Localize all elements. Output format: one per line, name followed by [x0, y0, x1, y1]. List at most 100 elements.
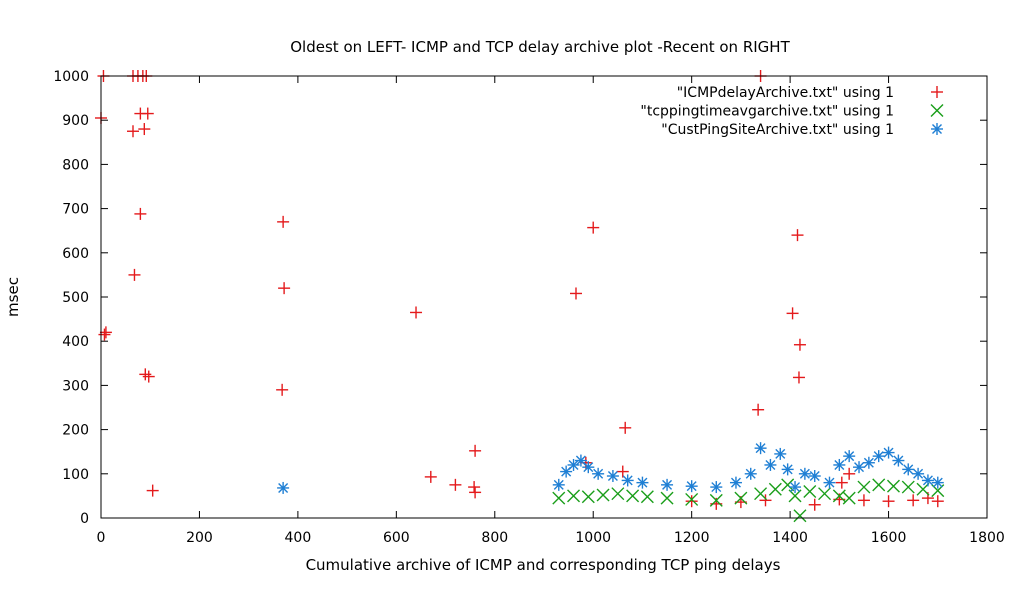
data-point	[449, 478, 462, 491]
data-point	[853, 461, 866, 474]
data-point	[886, 479, 900, 493]
series-0	[95, 70, 944, 511]
data-point	[138, 123, 151, 136]
x-tick-label: 1800	[969, 530, 1005, 546]
legend-label: "CustPingSiteArchive.txt" using 1	[661, 122, 894, 138]
series-2	[277, 442, 944, 494]
data-point	[803, 484, 817, 498]
data-point	[128, 268, 141, 281]
data-point	[596, 488, 610, 502]
data-point	[616, 465, 629, 478]
x-tick-label: 1000	[575, 530, 611, 546]
data-point	[781, 463, 794, 476]
data-point	[786, 307, 799, 320]
data-point	[552, 478, 565, 491]
y-tick-label: 500	[62, 290, 89, 306]
plot-frame	[100, 75, 988, 519]
data-layer	[95, 70, 945, 523]
data-point	[99, 326, 112, 339]
data-point	[842, 491, 856, 505]
data-point	[901, 480, 915, 494]
data-point	[931, 495, 944, 508]
data-point	[277, 481, 290, 494]
data-point	[781, 478, 795, 492]
chart-title: Oldest on LEFT- ICMP and TCP delay archi…	[290, 38, 790, 56]
data-point	[276, 383, 289, 396]
data-point	[791, 229, 804, 242]
data-point	[833, 458, 846, 471]
legend-label: "tcppingtimeavgarchive.txt" using 1	[640, 104, 894, 120]
x-tick-label: 600	[383, 530, 410, 546]
y-tick-label: 700	[62, 202, 89, 218]
data-point	[636, 476, 649, 489]
data-point	[793, 338, 806, 351]
data-point	[764, 458, 777, 471]
data-point	[789, 481, 802, 494]
data-point	[709, 493, 723, 507]
data-point	[569, 287, 582, 300]
x-tick-label: 800	[481, 530, 508, 546]
data-point	[931, 476, 944, 489]
data-point	[581, 490, 595, 504]
data-point	[468, 481, 481, 494]
data-point	[582, 461, 595, 474]
data-point	[921, 474, 934, 487]
ticks-layer: 0 200 400 600 800 1000 1200 1400 1600 1800 0 100 200…	[53, 69, 1004, 546]
data-point	[882, 495, 895, 508]
data-point	[798, 467, 811, 480]
data-point	[823, 476, 836, 489]
data-point	[710, 481, 723, 494]
y-tick-label: 200	[62, 423, 89, 439]
data-point	[567, 458, 580, 471]
data-point	[139, 368, 152, 381]
data-point	[832, 489, 846, 503]
data-point	[872, 478, 886, 492]
data-point	[759, 494, 772, 507]
data-point	[818, 487, 832, 501]
x-tick-label: 1600	[871, 530, 907, 546]
x-tick-label: 400	[285, 530, 312, 546]
legend-marker	[931, 123, 943, 135]
data-point	[660, 491, 674, 505]
data-point	[754, 487, 768, 501]
data-point	[469, 486, 482, 499]
data-point	[754, 442, 767, 455]
data-point	[857, 494, 870, 507]
data-point	[141, 107, 154, 120]
data-point	[619, 421, 632, 434]
y-tick-label: 100	[62, 467, 89, 483]
data-point	[685, 492, 699, 506]
data-point	[592, 467, 605, 480]
data-point	[907, 494, 920, 507]
data-point	[744, 467, 757, 480]
y-tick-label: 300	[62, 378, 89, 394]
y-tick-label: 400	[62, 334, 89, 350]
data-point	[640, 490, 654, 504]
legend-marker	[930, 104, 944, 117]
data-point	[882, 446, 895, 459]
legend: "ICMPdelayArchive.txt" using 1 "tcppingti…	[640, 85, 944, 138]
x-axis-label: Cumulative archive of ICMP and correspon…	[306, 556, 781, 574]
y-tick-label: 0	[80, 511, 89, 527]
legend-marker	[931, 86, 943, 98]
y-tick-label: 600	[62, 246, 89, 262]
data-point	[892, 454, 905, 467]
data-point	[606, 470, 619, 483]
data-point	[661, 478, 674, 491]
data-point	[685, 480, 698, 493]
data-point	[567, 489, 581, 503]
series-1	[552, 478, 945, 523]
data-point	[142, 370, 155, 383]
data-point	[808, 498, 821, 511]
data-point	[734, 491, 748, 505]
y-axis-label: msec	[4, 277, 22, 317]
data-point	[808, 470, 821, 483]
data-point	[774, 447, 787, 460]
data-point	[912, 467, 925, 480]
data-point	[126, 125, 139, 138]
x-tick-label: 0	[97, 530, 106, 546]
data-point	[793, 509, 807, 523]
data-point	[278, 282, 291, 295]
data-point	[552, 491, 566, 505]
